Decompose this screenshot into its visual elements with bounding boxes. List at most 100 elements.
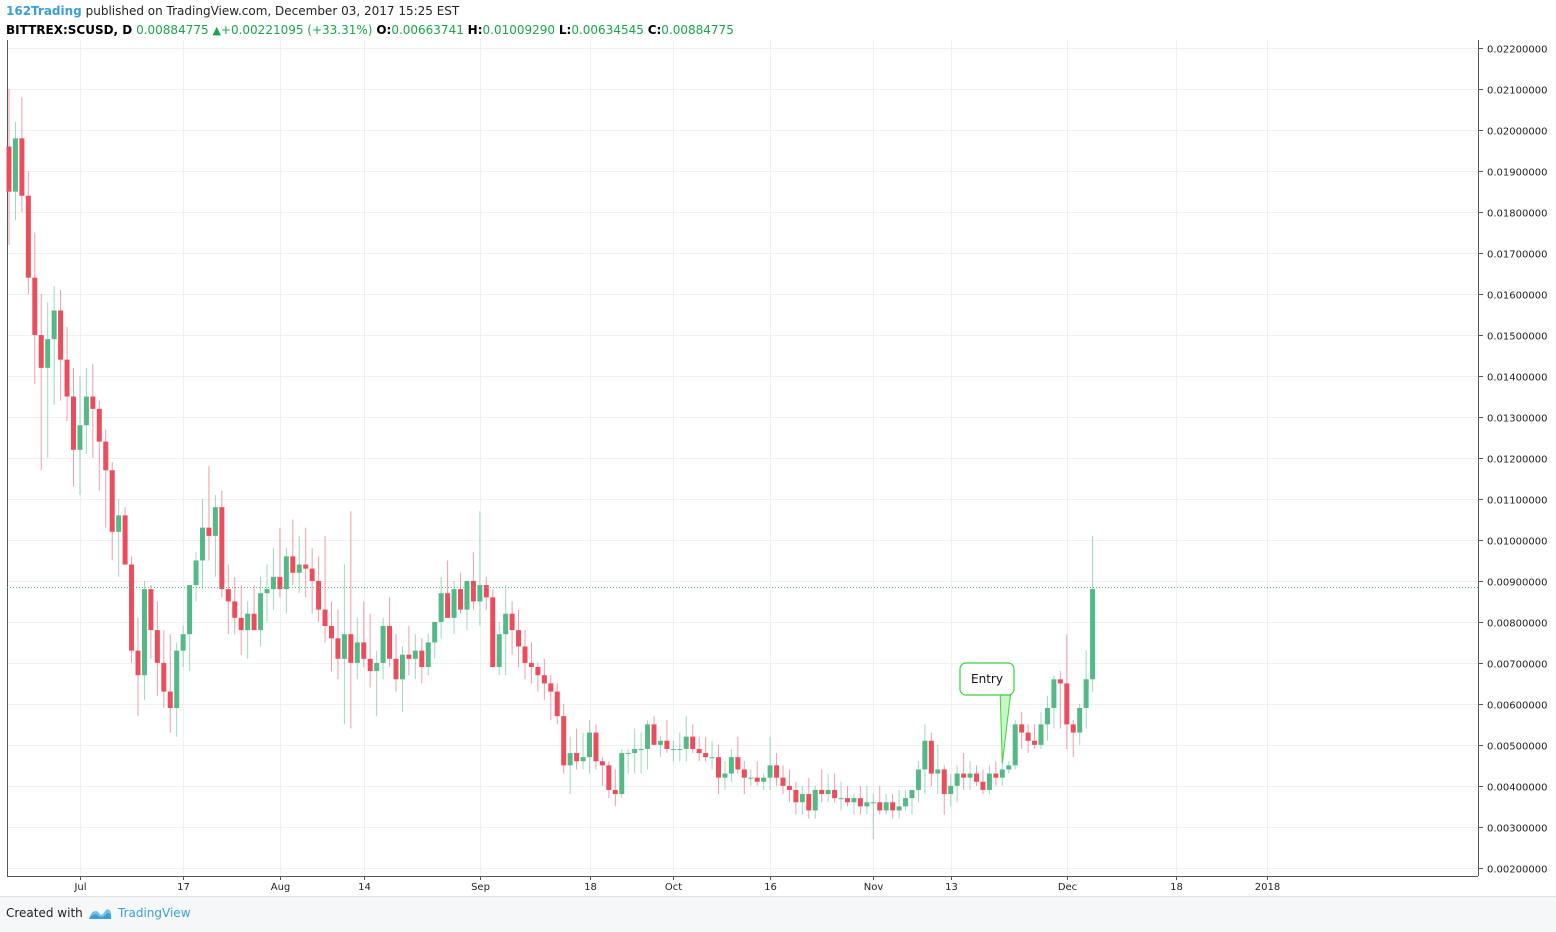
price-tick-label: 0.00800000 [1487, 619, 1547, 630]
candle-body [419, 650, 425, 667]
candle [567, 736, 573, 795]
candle [290, 519, 296, 586]
candle-body [554, 691, 560, 717]
candle [890, 794, 896, 819]
candle [406, 626, 412, 676]
price-tick-label: 0.01500000 [1487, 332, 1547, 343]
candle [516, 609, 522, 667]
candle-body [845, 798, 850, 803]
candle-body [71, 396, 76, 450]
candle [941, 765, 947, 815]
tradingview-logo-icon[interactable] [88, 907, 112, 921]
candle-body [258, 593, 264, 631]
candle [77, 376, 83, 495]
candle [754, 761, 760, 786]
candle [993, 761, 999, 786]
candle [593, 724, 599, 770]
candle-body [741, 769, 747, 778]
candle-body [612, 789, 618, 795]
candle [361, 601, 367, 667]
time-tick-label: Oct [665, 882, 682, 893]
time-tick-label: 2018 [1255, 882, 1280, 893]
author-name[interactable]: 162Trading [6, 4, 82, 18]
candle-body [625, 753, 631, 755]
candle [883, 794, 889, 815]
candle-body [109, 470, 115, 532]
candle-body [445, 593, 451, 618]
candle [174, 642, 180, 737]
candle [857, 785, 863, 815]
candle-body [1051, 679, 1057, 708]
candle [232, 576, 238, 635]
time-tick-label: 18 [1170, 882, 1183, 893]
candle-body [122, 515, 128, 565]
candle-body [980, 781, 986, 790]
candle-body [387, 626, 393, 659]
candle [161, 630, 167, 708]
candle-body [329, 626, 334, 639]
candle [780, 765, 786, 795]
candle-body [64, 359, 70, 397]
candle [825, 773, 831, 803]
candle-body [277, 576, 283, 590]
candle [599, 757, 605, 786]
candle [212, 494, 218, 577]
candle-body [212, 507, 218, 536]
candle-body [793, 789, 799, 803]
candle [819, 769, 825, 803]
candle-body [928, 740, 934, 774]
candle [412, 634, 418, 680]
candle-body [348, 634, 354, 663]
candle [45, 302, 51, 458]
candle-body [728, 757, 734, 774]
candle-body [516, 630, 522, 647]
symbol-label[interactable]: BITTREX:SCUSD, D [6, 23, 133, 37]
candle-body [322, 609, 328, 627]
candle-body [303, 564, 309, 569]
candle-body [1083, 679, 1089, 708]
candle-body [316, 580, 322, 610]
candle-body [451, 589, 457, 618]
candle [812, 785, 818, 819]
time-tick-label: Aug [271, 882, 291, 893]
candle-body [954, 773, 960, 786]
candle-body [1090, 589, 1096, 680]
candle [670, 740, 676, 762]
candle [509, 601, 515, 655]
candle-body [890, 802, 896, 811]
candle-body [509, 613, 515, 631]
candle [387, 597, 393, 667]
candle-body [219, 507, 225, 590]
candle [109, 462, 115, 561]
candle [690, 724, 696, 754]
price-axis[interactable]: 0.00200000 0.00300000 0.00400000 0.00500000… [1478, 40, 1556, 876]
candle [477, 511, 483, 627]
candle [58, 289, 64, 401]
candle-body [986, 773, 992, 790]
price-change: +0.00221095 (+33.31%) [220, 23, 373, 37]
candle [335, 609, 341, 680]
candle-body [832, 789, 838, 799]
tradingview-link[interactable]: TradingView [118, 906, 191, 920]
candle [548, 675, 554, 721]
candle-body [903, 798, 909, 807]
candle-body [399, 654, 405, 680]
time-axis[interactable]: Jul 17 Aug 14 Sep 18 Oct 16 Nov 13 Dec 18 2018 [7, 876, 1478, 893]
candle [741, 761, 747, 795]
candle [793, 781, 799, 815]
candle [354, 617, 360, 680]
candle [12, 121, 18, 221]
price-tick-label: 0.00600000 [1487, 701, 1547, 712]
candle [303, 527, 309, 598]
time-tick-label: 16 [764, 882, 777, 893]
candle-body [632, 748, 638, 754]
candle-body [296, 564, 302, 573]
candlestick-chart[interactable]: 0.00884775 Entry 0.002000000.003000000.0… [0, 40, 1556, 896]
candle [380, 617, 386, 680]
price-tick-label: 0.00900000 [1487, 578, 1547, 589]
candle-body [148, 589, 154, 631]
candle [786, 769, 792, 803]
candle [219, 490, 225, 598]
entry-annotation[interactable]: Entry [959, 662, 1015, 764]
candle-body [496, 634, 502, 667]
